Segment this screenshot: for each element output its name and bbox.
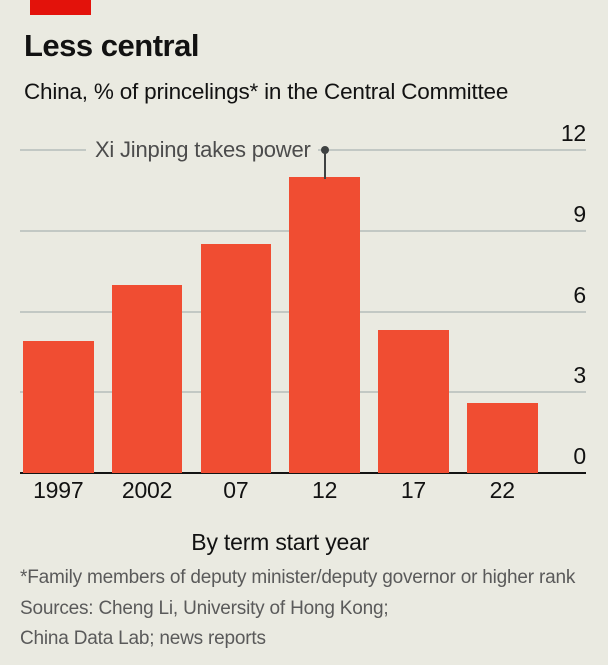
- x-tick-label: 1997: [33, 477, 84, 503]
- bar-17: [378, 330, 449, 473]
- brand-tab: [30, 0, 91, 15]
- sources: Sources: Cheng Li, University of Hong Ko…: [20, 594, 389, 653]
- y-tick-label: 3: [573, 362, 586, 389]
- annotation-marker-dot: [320, 146, 329, 154]
- bar-12: [289, 176, 360, 473]
- y-tick-label: 12: [560, 120, 586, 146]
- y-tick-label: 9: [573, 200, 586, 227]
- y-tick-label: 0: [573, 443, 586, 469]
- bar-1997: [23, 341, 94, 473]
- annotation-callout-line: [323, 153, 326, 179]
- x-tick-label: 07: [223, 477, 249, 503]
- x-tick-label: 12: [312, 477, 338, 503]
- bar-07: [200, 244, 272, 473]
- page-subtitle: China, % of princelings* in the Central …: [24, 79, 509, 104]
- annotation-label: Xi Jinping takes power: [85, 135, 318, 165]
- bar-2002: [111, 284, 183, 473]
- x-tick-label: 17: [400, 477, 427, 503]
- bar-22: [467, 403, 538, 473]
- bar-chart: Xi Jinping takes power 0 3 6 9 12 1997 2002 07 1…: [20, 120, 586, 503]
- x-tick-label: 2002: [121, 477, 173, 503]
- footnote: *Family members of deputy minister/deput…: [20, 567, 576, 588]
- x-axis-baseline: [20, 471, 586, 475]
- x-axis-title: By term start year: [191, 529, 370, 555]
- sources-line-2: China Data Lab; news reports: [20, 627, 266, 649]
- page-title: Less central: [24, 28, 199, 63]
- sources-line-1: Sources: Cheng Li, University of Hong Ko…: [20, 598, 389, 619]
- x-tick-label: 22: [489, 477, 515, 503]
- y-tick-label: 6: [573, 281, 586, 308]
